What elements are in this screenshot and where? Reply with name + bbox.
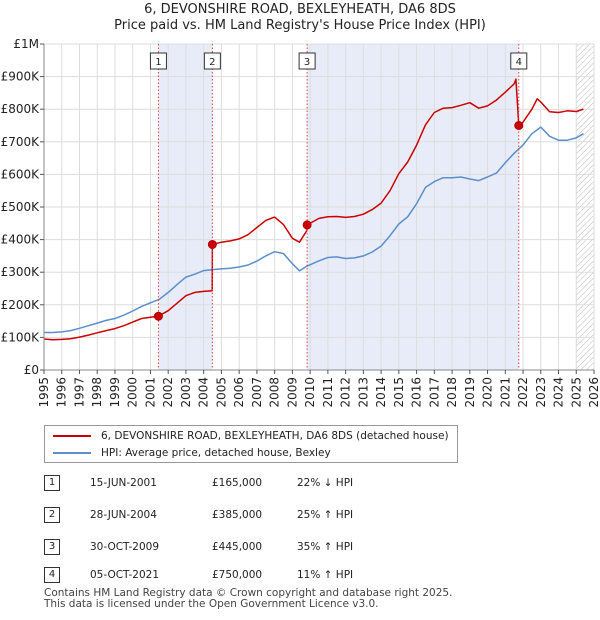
hpi-line	[44, 126, 584, 334]
sale-label: 3	[304, 57, 310, 68]
transaction-date: 05-OCT-2021	[90, 569, 159, 581]
x-tick-label: 2023	[534, 377, 548, 408]
x-tick-label: 2005	[214, 377, 228, 408]
x-tick-label: 2004	[197, 377, 211, 408]
x-tick-label: 2012	[339, 377, 353, 408]
legend-property-label: 6, DEVONSHIRE ROAD, BEXLEYHEATH, DA6 8DS…	[101, 430, 449, 442]
transaction-hpi: 11% ↑ HPI	[297, 569, 354, 581]
x-tick-label: 1995	[37, 377, 51, 408]
x-tick-label: 1999	[108, 377, 122, 408]
property-line-swatch	[53, 435, 91, 437]
x-tick-label: 2008	[268, 377, 282, 408]
footer-line-1: Contains HM Land Registry data © Crown c…	[44, 587, 453, 599]
chart-title: 6, DEVONSHIRE ROAD, BEXLEYHEATH, DA6 8DS	[144, 2, 456, 17]
sale-label-box	[203, 52, 221, 70]
chart-subtitle: Price paid vs. HM Land Registry's House …	[114, 18, 486, 33]
x-tick-label: 2018	[445, 377, 459, 408]
x-tick-label: 2010	[303, 377, 317, 408]
sale-label: 1	[155, 57, 161, 68]
y-tick-label: £500K	[1, 200, 41, 214]
x-tick-label: 2017	[427, 377, 441, 408]
y-tick-label: £200K	[1, 298, 41, 312]
sale-point	[514, 121, 524, 130]
sale-label: 2	[209, 57, 215, 68]
legend: 6, DEVONSHIRE ROAD, BEXLEYHEATH, DA6 8DS…	[44, 425, 458, 463]
x-tick-label: 2021	[498, 377, 512, 408]
footer-line-2: This data is licensed under the Open Gov…	[44, 598, 379, 610]
transaction-date: 15-JUN-2001	[90, 477, 157, 489]
transaction-price: £445,000	[212, 541, 263, 553]
transaction-date: 30-OCT-2009	[90, 541, 159, 553]
y-tick-label: £900K	[1, 70, 41, 84]
x-tick-label: 2020	[481, 377, 495, 408]
x-tick-label: 2013	[356, 377, 370, 408]
x-tick-label: 2025	[569, 377, 583, 408]
transaction-number: 2	[44, 507, 60, 523]
sale-label: 4	[516, 57, 522, 68]
sale-point	[153, 311, 163, 321]
price-chart: 1 2 3 4 £0 £100K £200K £300K £400K £500K £600K £70…	[1, 37, 600, 408]
y-tick-label: £800K	[1, 102, 41, 116]
x-tick-label: 2011	[321, 377, 335, 408]
x-tick-label: 1996	[55, 377, 69, 408]
sale-label-box	[510, 52, 528, 70]
x-tick-label: 2015	[392, 377, 406, 408]
x-tick-label: 2014	[374, 377, 388, 408]
transaction-hpi: 35% ↑ HPI	[297, 541, 354, 553]
transaction-number: 1	[44, 475, 60, 491]
property-price-line	[44, 78, 584, 341]
x-tick-label: 2024	[552, 377, 566, 408]
x-tick-label: 1998	[90, 377, 104, 408]
x-tick-label: 2026	[587, 377, 600, 408]
y-tick-label: £1M	[13, 37, 39, 51]
sale-point	[302, 220, 312, 230]
sale-label-box	[298, 52, 316, 70]
x-tick-label: 2007	[250, 377, 264, 408]
footer-attribution: Contains HM Land Registry data © Crown c…	[44, 588, 452, 610]
y-tick-label: £300K	[1, 265, 41, 279]
x-tick-label: 2016	[410, 377, 424, 408]
transaction-price: £750,000	[212, 569, 263, 581]
y-tick-label: £0	[24, 363, 39, 377]
x-tick-label: 2006	[232, 377, 246, 408]
transaction-hpi: 22% ↓ HPI	[297, 477, 354, 489]
x-tick-label: 2009	[285, 377, 299, 408]
x-tick-label: 2003	[179, 377, 193, 408]
y-tick-label: £600K	[1, 167, 41, 181]
y-tick-label: £700K	[1, 135, 41, 149]
transaction-date: 28-JUN-2004	[90, 509, 157, 521]
transaction-number: 3	[44, 539, 60, 555]
x-tick-label: 2022	[516, 377, 530, 408]
x-tick-label: 2001	[143, 377, 157, 408]
legend-hpi-label: HPI: Average price, detached house, Bexl…	[101, 447, 331, 459]
x-tick-label: 1997	[72, 377, 86, 408]
transaction-price: £385,000	[212, 509, 263, 521]
y-tick-label: £400K	[1, 233, 41, 247]
x-tick-label: 2002	[161, 377, 175, 408]
transaction-number: 4	[44, 567, 60, 583]
transaction-price: £165,000	[212, 477, 263, 489]
hpi-line-swatch	[53, 452, 91, 454]
sale-label-box	[149, 52, 167, 70]
transaction-hpi: 25% ↑ HPI	[297, 509, 354, 521]
x-tick-label: 2019	[463, 377, 477, 408]
y-tick-label: £100K	[1, 330, 41, 344]
x-tick-label: 2000	[126, 377, 140, 408]
sale-point	[207, 239, 217, 249]
